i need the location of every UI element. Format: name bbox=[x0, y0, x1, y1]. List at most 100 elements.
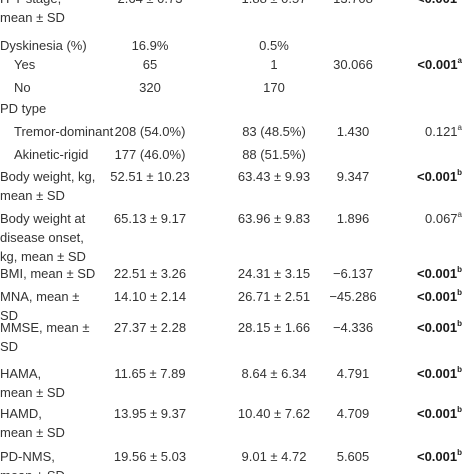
row-label: Body weight at disease onset, kg, mean ± S… bbox=[0, 209, 86, 266]
group2-value: 1.88 ± 0.57 bbox=[199, 0, 349, 8]
row-label-line: mean ± SD bbox=[0, 385, 65, 400]
p-value: <0.001a bbox=[394, 55, 462, 74]
p-value-text: <0.001 bbox=[416, 366, 458, 381]
group1-value: 27.37 ± 2.28 bbox=[113, 320, 187, 335]
p-value-text: 0.121 bbox=[425, 124, 458, 139]
row-label-line: disease onset, bbox=[0, 230, 84, 245]
test-statistic: 1.896 bbox=[336, 211, 370, 226]
row-label-line: BMI, mean ± SD bbox=[0, 266, 96, 281]
group1-value: 177 (46.0%) bbox=[114, 147, 186, 162]
row-label-line: PD-NMS, bbox=[0, 449, 55, 464]
p-value: <0.001b bbox=[394, 287, 462, 306]
p-value-footnote: a bbox=[457, 210, 462, 219]
p-value-footnote: b bbox=[457, 265, 462, 274]
p-value: <0.001b bbox=[394, 0, 462, 8]
row-label: BMI, mean ± SD bbox=[0, 264, 95, 283]
test-statistic: 1.430 bbox=[336, 124, 370, 139]
p-value: <0.001b bbox=[394, 447, 462, 466]
group1-value: 52.51 ± 10.23 bbox=[110, 169, 190, 184]
row-label-line: MMSE, mean ± bbox=[0, 320, 90, 335]
row-label: HAMD, mean ± SD bbox=[0, 404, 65, 442]
group2-value: 8.64 ± 6.34 bbox=[241, 366, 307, 381]
row-label: Tremor-dominant bbox=[14, 122, 113, 141]
p-value-footnote: b bbox=[457, 168, 462, 177]
row-label-line: Body weight, kg, bbox=[0, 169, 96, 184]
group1-value: 14.10 ± 2.14 bbox=[113, 289, 187, 304]
p-value-footnote: b bbox=[457, 288, 462, 297]
group1-value: 22.51 ± 3.26 bbox=[113, 266, 187, 281]
test-statistic: 5.605 bbox=[336, 449, 370, 464]
row-label: No bbox=[14, 78, 31, 97]
p-value: 0.067a bbox=[394, 209, 462, 228]
row-label: HAMA, mean ± SD bbox=[0, 364, 65, 402]
group2-value: 26.71 ± 2.51 bbox=[237, 289, 311, 304]
group1-value: 208 (54.0%) bbox=[114, 124, 186, 139]
test-statistic: 13.708 bbox=[298, 0, 408, 8]
group1-value: 19.56 ± 5.03 bbox=[113, 449, 187, 464]
row-label: Dyskinesia (%) bbox=[0, 36, 87, 55]
row-label-line: HAMD, bbox=[0, 406, 42, 421]
row-label-line: Yes bbox=[14, 57, 36, 72]
row-label-line: Akinetic-rigid bbox=[14, 147, 89, 162]
p-value: <0.001b bbox=[394, 264, 462, 283]
test-statistic: −4.336 bbox=[332, 320, 374, 335]
p-value-footnote: b bbox=[457, 365, 462, 374]
row-label-line: SD bbox=[0, 339, 19, 354]
p-value-footnote: b bbox=[457, 448, 462, 457]
row-label-line: mean ± SD bbox=[0, 425, 65, 440]
p-value-text: <0.001 bbox=[416, 266, 458, 281]
group2-value: 88 (51.5%) bbox=[242, 147, 306, 162]
row-label-line: Body weight at bbox=[0, 211, 86, 226]
p-value-footnote: a bbox=[457, 123, 462, 132]
group2-value: 0.5% bbox=[259, 38, 289, 53]
row-label-line: mean ± SD bbox=[0, 10, 65, 25]
group1-value: 16.9% bbox=[131, 38, 169, 53]
row-label-line: No bbox=[14, 80, 31, 95]
group2-value: 9.01 ± 4.72 bbox=[241, 449, 307, 464]
p-value-text: 0.067 bbox=[425, 211, 458, 226]
group2-value: 63.43 ± 9.93 bbox=[237, 169, 311, 184]
group2-value: 1 bbox=[270, 57, 278, 72]
row-label-line: Dyskinesia (%) bbox=[0, 38, 87, 53]
p-value-text: <0.001 bbox=[416, 449, 458, 464]
p-value-footnote: b bbox=[457, 405, 462, 414]
row-label: H-Y stage, mean ± SD bbox=[0, 0, 65, 27]
row-label: Body weight, kg, mean ± SD bbox=[0, 167, 95, 205]
row-label: MMSE, mean ± SD bbox=[0, 318, 90, 356]
p-value-footnote: b bbox=[457, 319, 462, 328]
p-value-text: <0.001 bbox=[416, 289, 458, 304]
group1-value: 320 bbox=[139, 80, 161, 95]
test-statistic: −45.286 bbox=[329, 289, 377, 304]
group2-value: 10.40 ± 7.62 bbox=[237, 406, 311, 421]
row-label-line: kg, mean ± SD bbox=[0, 249, 86, 264]
test-statistic: 9.347 bbox=[336, 169, 370, 184]
row-label-line: mean ± SD bbox=[0, 466, 65, 474]
p-value-text: <0.001 bbox=[417, 57, 458, 72]
group1-value: 2.64 ± 0.73 bbox=[61, 0, 239, 8]
p-value: 0.121a bbox=[394, 122, 462, 141]
group1-value: 65 bbox=[142, 57, 158, 72]
group1-value: 13.95 ± 9.37 bbox=[113, 406, 187, 421]
group1-value: 65.13 ± 9.17 bbox=[113, 211, 187, 226]
group2-value: 83 (48.5%) bbox=[242, 124, 306, 139]
p-value-text: <0.001 bbox=[417, 0, 457, 6]
p-value: <0.001b bbox=[394, 167, 462, 186]
test-statistic: 4.709 bbox=[336, 406, 370, 421]
row-label-line: HAMA, bbox=[0, 366, 42, 381]
p-value: <0.001b bbox=[394, 404, 462, 423]
p-value: <0.001b bbox=[394, 318, 462, 337]
row-label-line: Tremor-dominant bbox=[14, 124, 114, 139]
group2-value: 170 bbox=[263, 80, 285, 95]
row-label: Akinetic-rigid bbox=[14, 145, 88, 164]
row-label-line: mean ± SD bbox=[0, 188, 65, 203]
p-value-text: <0.001 bbox=[416, 169, 458, 184]
test-statistic: 30.066 bbox=[333, 57, 373, 72]
row-label: MNA, mean ± SD bbox=[0, 287, 79, 325]
row-label: PD type bbox=[0, 99, 46, 118]
test-statistic: 4.791 bbox=[336, 366, 370, 381]
group2-value: 24.31 ± 3.15 bbox=[237, 266, 311, 281]
p-value: <0.001b bbox=[394, 364, 462, 383]
test-statistic: −6.137 bbox=[332, 266, 374, 281]
group2-value: 63.96 ± 9.83 bbox=[237, 211, 311, 226]
group1-value: 11.65 ± 7.89 bbox=[114, 366, 186, 381]
